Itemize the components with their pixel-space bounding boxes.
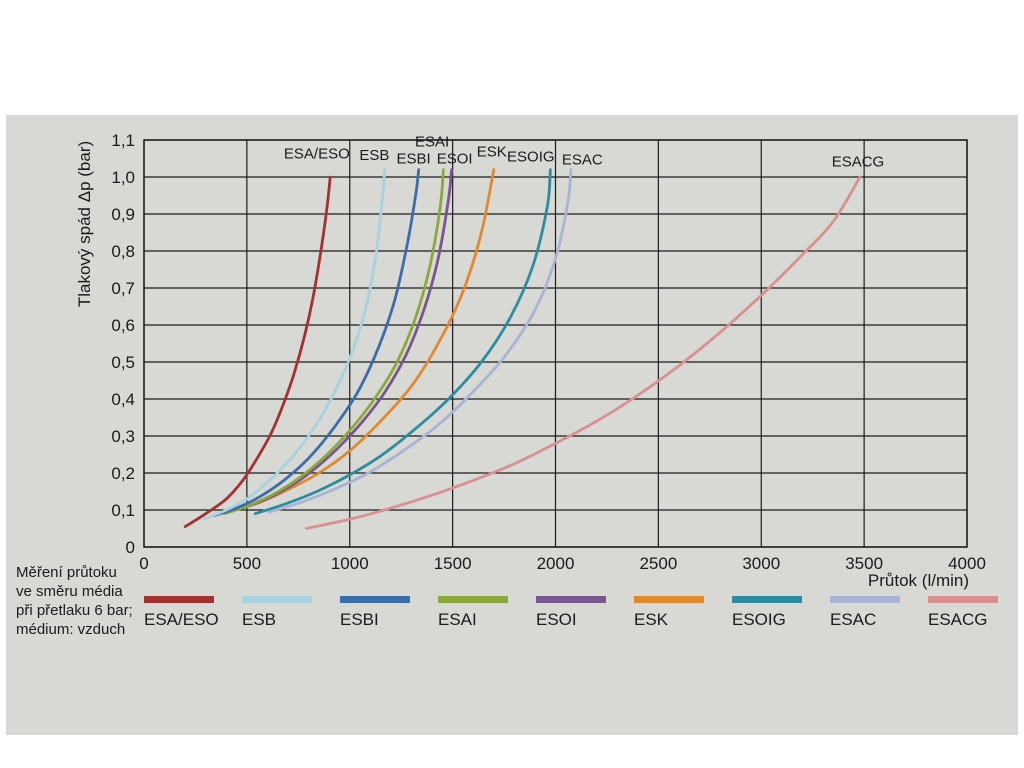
- x-tick-4000: 4000: [948, 554, 986, 573]
- legend-item-esai: ESAI: [438, 596, 536, 630]
- legend-label-esa-eso: ESA/ESO: [144, 610, 219, 629]
- legend-label-esoi: ESOI: [536, 610, 577, 629]
- x-axis-title: Průtok (l/min): [867, 571, 969, 590]
- x-tick-0: 0: [139, 554, 148, 573]
- legend-label-esacg: ESACG: [928, 610, 988, 629]
- chart-panel: 0 500 1000 1500 2000 2500 3000 3500 4000 0 0,1 0,2 0…: [6, 115, 1018, 735]
- legend-label-esoig: ESOIG: [732, 610, 786, 629]
- y-tick-0,4: 0,4: [111, 390, 135, 409]
- curve-label-esb: ESB: [359, 147, 389, 164]
- y-axis-title: Tlakový spád Δp (bar): [75, 140, 94, 308]
- legend-item-esb: ESB: [242, 596, 340, 630]
- x-tick-2000: 2000: [537, 554, 575, 573]
- y-tick-0: 0: [126, 538, 135, 557]
- note-line-1: Měření průtoku: [16, 564, 117, 581]
- curve-label-esoig: ESOIG: [507, 148, 555, 165]
- series-curve-esac: [268, 168, 573, 514]
- curve-label-esai: ESAI: [415, 134, 449, 151]
- legend-label-esbi: ESBI: [340, 610, 379, 629]
- curve-label-esoi: ESOI: [437, 151, 473, 168]
- series-curve-esb: [202, 168, 387, 521]
- y-tick-0,8: 0,8: [111, 242, 135, 261]
- legend-label-esk: ESK: [634, 610, 669, 629]
- y-tick-1,1: 1,1: [111, 131, 135, 150]
- legend-swatch-esai: [438, 596, 508, 603]
- y-tick-0,2: 0,2: [111, 464, 135, 483]
- curve-label-esk: ESK: [477, 144, 507, 161]
- legend-label-esac: ESAC: [830, 610, 877, 629]
- note-line-3: při přetlaku 6 bar;: [16, 602, 133, 619]
- x-tick-1500: 1500: [434, 554, 472, 573]
- note-line-4: médium: vzduch: [16, 621, 126, 638]
- plot-border: [143, 139, 968, 548]
- legend-item-esacg: ESACG: [928, 596, 1024, 630]
- legend: ESA/ESO ESB ESBI ESAI ESOI ESK ESOIG ESAC ESACG: [144, 596, 1024, 630]
- legend-item-esa-eso: ESA/ESO: [144, 596, 242, 630]
- curve-label-esa-eso: ESA/ESO: [284, 146, 350, 163]
- series-curve-esa-eso: [183, 175, 332, 528]
- y-tick-0,3: 0,3: [111, 427, 135, 446]
- curve-label-esac: ESAC: [562, 151, 603, 168]
- x-tick-500: 500: [233, 554, 261, 573]
- series-curve-esacg: [305, 175, 862, 530]
- legend-swatch-esac: [830, 596, 900, 603]
- chart-svg: 0 500 1000 1500 2000 2500 3000 3500 4000 0 0,1 0,2 0…: [111, 131, 986, 573]
- legend-item-esbi: ESBI: [340, 596, 438, 630]
- note-line-2: ve směru média: [16, 583, 123, 600]
- series-curve-esoi: [227, 168, 453, 514]
- legend-label-esai: ESAI: [438, 610, 477, 629]
- series-curve-esk: [233, 168, 496, 512]
- y-tick-0,7: 0,7: [111, 279, 135, 298]
- measurement-note: Měření průtoku ve směru média při přetla…: [16, 563, 133, 639]
- legend-item-esk: ESK: [634, 596, 732, 630]
- legend-swatch-esb: [242, 596, 312, 603]
- x-tick-2500: 2500: [639, 554, 677, 573]
- y-tick-0,5: 0,5: [111, 353, 135, 372]
- series-curve-esbi: [212, 168, 421, 517]
- legend-swatch-esa-eso: [144, 596, 214, 603]
- legend-item-esoi: ESOI: [536, 596, 634, 630]
- curve-label-esbi: ESBI: [396, 151, 430, 168]
- x-tick-3000: 3000: [742, 554, 780, 573]
- legend-item-esac: ESAC: [830, 596, 928, 630]
- curve-label-esacg: ESACG: [832, 154, 885, 171]
- legend-swatch-esk: [634, 596, 704, 603]
- legend-item-esoig: ESOIG: [732, 596, 830, 630]
- x-tick-3500: 3500: [845, 554, 883, 573]
- legend-swatch-esacg: [928, 596, 998, 603]
- legend-swatch-esbi: [340, 596, 410, 603]
- y-tick-1,0: 1,0: [111, 168, 135, 187]
- legend-swatch-esoi: [536, 596, 606, 603]
- y-tick-0,1: 0,1: [111, 501, 135, 520]
- series-curve-esai: [222, 168, 445, 516]
- y-tick-0,6: 0,6: [111, 316, 135, 335]
- legend-label-esb: ESB: [242, 610, 277, 629]
- x-tick-1000: 1000: [331, 554, 369, 573]
- y-tick-0,9: 0,9: [111, 205, 135, 224]
- series-curve-esoig: [253, 168, 552, 516]
- legend-swatch-esoig: [732, 596, 802, 603]
